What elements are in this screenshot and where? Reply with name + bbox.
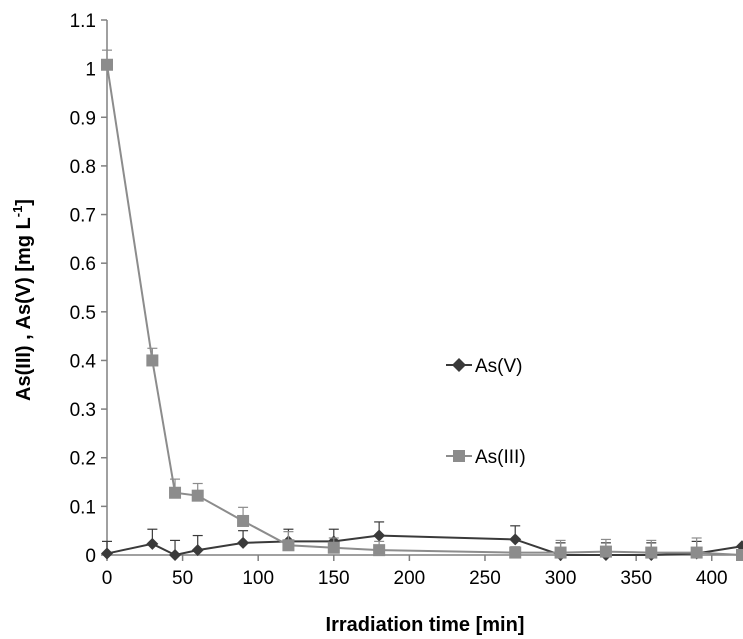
data-point bbox=[282, 539, 295, 552]
legend-marker-as-v bbox=[452, 358, 466, 372]
data-point bbox=[146, 354, 159, 367]
y-tick-label: 0.7 bbox=[70, 206, 96, 227]
data-point bbox=[690, 546, 703, 559]
series-as-iii bbox=[101, 49, 743, 561]
data-point bbox=[101, 547, 113, 560]
y-tick-label: 0 bbox=[85, 546, 96, 567]
y-tick-label: 0.8 bbox=[70, 157, 96, 178]
data-point bbox=[327, 541, 340, 554]
y-axis-title-end: ] bbox=[13, 199, 35, 206]
y-tick-label: 0.5 bbox=[70, 303, 96, 324]
data-point bbox=[237, 514, 250, 527]
legend-label-as-iii: As(III) bbox=[475, 447, 526, 468]
x-tick-label: 250 bbox=[469, 568, 501, 589]
y-axis-title-sup: -1 bbox=[10, 206, 25, 218]
x-tick-label: 200 bbox=[394, 568, 426, 589]
x-tick-label: 0 bbox=[102, 568, 113, 589]
x-tick-label: 100 bbox=[242, 568, 274, 589]
data-point bbox=[191, 489, 204, 502]
data-point bbox=[146, 537, 159, 550]
y-tick-label: 1.1 bbox=[70, 11, 96, 32]
legend-entry-as-iii: As(III) bbox=[446, 447, 526, 468]
legend-marker-as-iii bbox=[453, 450, 465, 462]
data-point bbox=[736, 549, 743, 561]
data-point bbox=[169, 486, 182, 499]
y-axis-title-main: As(III) , As(V) [mg L bbox=[13, 217, 35, 401]
x-tick-label: 50 bbox=[172, 568, 193, 589]
y-tick-label: 0.2 bbox=[70, 449, 96, 470]
data-point bbox=[554, 546, 567, 559]
y-tick-label: 0.1 bbox=[70, 497, 96, 518]
x-axis-ticks: 0 50 100 150 200 250 300 350 400 bbox=[102, 555, 728, 589]
x-axis-title: Irradiation time [min] bbox=[326, 614, 525, 636]
legend-entry-as-v: As(V) bbox=[446, 356, 523, 377]
data-point bbox=[237, 536, 250, 549]
y-axis-ticks: 0 0.1 0.2 0.3 0.4 0.5 0.6 0.7 0.8 0.9 1 1.1 bbox=[70, 11, 107, 567]
data-point bbox=[509, 546, 522, 559]
y-tick-label: 1 bbox=[85, 60, 96, 81]
y-tick-label: 0.4 bbox=[70, 351, 97, 372]
legend-label-as-v: As(V) bbox=[475, 356, 523, 377]
legend: As(V) As(III) bbox=[446, 356, 526, 468]
y-tick-label: 0.6 bbox=[70, 254, 96, 275]
x-tick-label: 300 bbox=[545, 568, 577, 589]
y-tick-label: 0.3 bbox=[70, 400, 96, 421]
series-line bbox=[106, 64, 743, 556]
series-layer bbox=[101, 49, 743, 561]
x-tick-label: 150 bbox=[318, 568, 350, 589]
x-tick-label: 350 bbox=[620, 568, 652, 589]
data-point bbox=[101, 58, 113, 71]
data-point bbox=[169, 549, 182, 561]
data-point bbox=[373, 529, 386, 542]
axes bbox=[106, 20, 742, 556]
data-point bbox=[373, 544, 386, 557]
data-point bbox=[599, 545, 612, 558]
data-point bbox=[509, 533, 522, 546]
y-tick-label: 0.9 bbox=[70, 108, 96, 129]
data-point bbox=[191, 544, 204, 557]
x-tick-label: 400 bbox=[696, 568, 728, 589]
y-axis-title: As(III) , As(V) [mg L-1] bbox=[10, 199, 35, 401]
data-point bbox=[645, 546, 658, 559]
